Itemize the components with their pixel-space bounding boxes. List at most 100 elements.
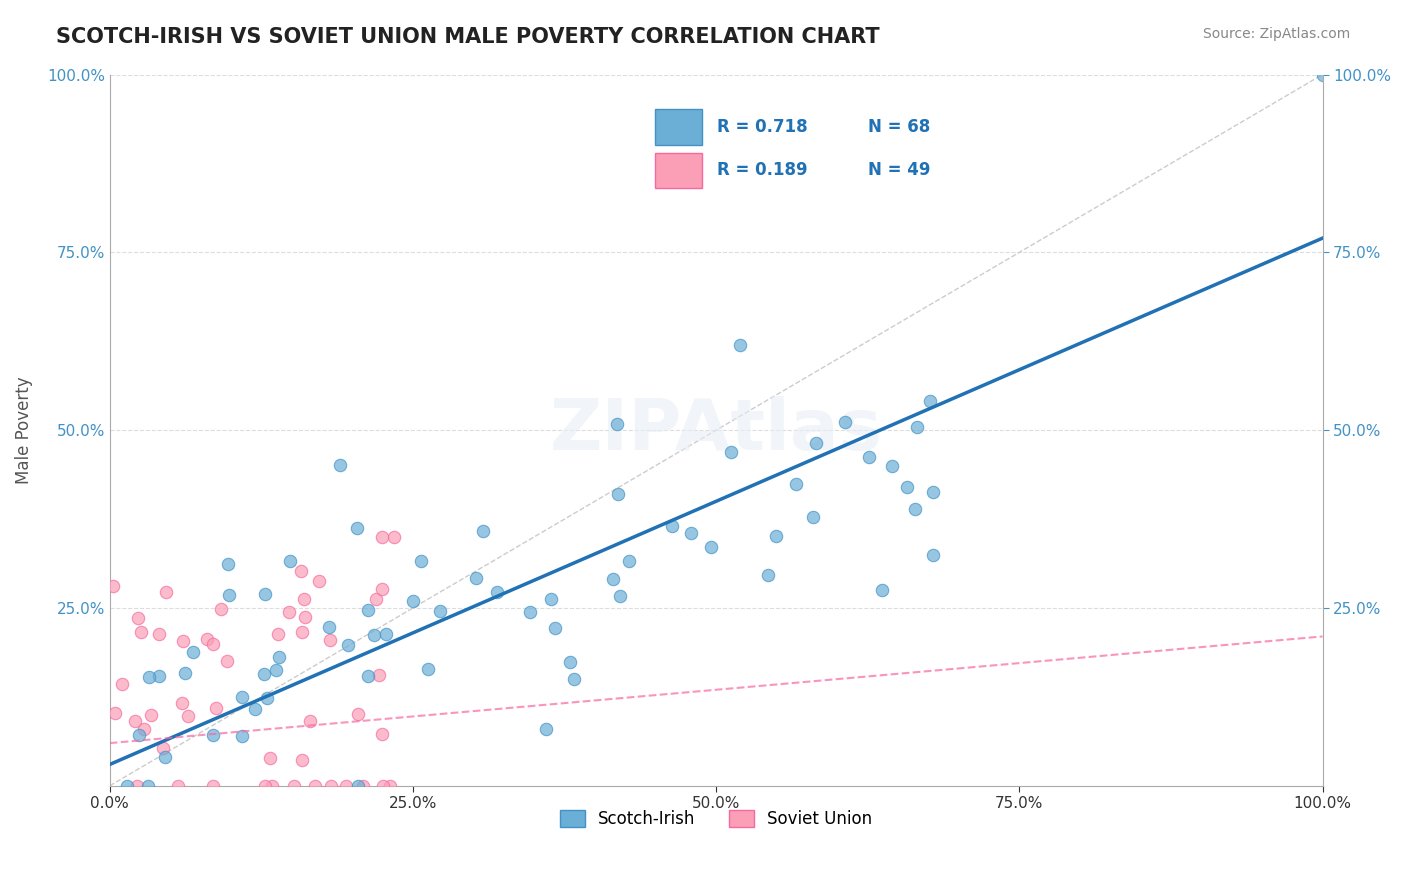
Point (124, 714, 146, 728)
Point (363, 628, 385, 642)
Point (371, 727, 394, 741)
Point (319, 632, 342, 647)
Point (231, 729, 253, 743)
Point (834, 415, 856, 429)
Point (209, 601, 232, 615)
Point (173, 666, 195, 681)
Point (904, 502, 927, 516)
Point (201, 637, 224, 651)
Point (382, 530, 405, 544)
Point (756, 568, 779, 582)
Point (152, 740, 174, 755)
Point (730, 338, 752, 352)
Point (602, 573, 624, 587)
Point (367, 668, 389, 682)
Point (562, 672, 585, 686)
Point (519, 605, 541, 619)
Point (619, 554, 641, 568)
Point (905, 420, 928, 434)
Point (401, 594, 423, 608)
Point (720, 445, 742, 459)
Point (335, 779, 357, 793)
Point (609, 589, 631, 603)
Point (472, 524, 495, 539)
Point (115, 779, 138, 793)
Point (256, 691, 278, 706)
Point (371, 530, 394, 544)
Point (679, 525, 702, 540)
Point (922, 548, 945, 562)
Point (357, 603, 380, 617)
Text: Source: ZipAtlas.com: Source: ZipAtlas.com (1202, 27, 1350, 41)
Point (294, 591, 316, 606)
Point (253, 666, 276, 681)
Point (202, 779, 225, 793)
Point (329, 458, 352, 472)
Point (375, 626, 398, 640)
Point (148, 626, 170, 640)
Point (346, 707, 368, 722)
Point (127, 611, 149, 625)
Point (218, 588, 240, 602)
Point (259, 750, 281, 764)
Point (129, 625, 152, 640)
Point (181, 645, 204, 659)
Point (294, 609, 316, 624)
Point (882, 459, 904, 474)
Point (364, 591, 387, 606)
Point (465, 571, 488, 585)
Point (290, 564, 312, 578)
Point (416, 662, 439, 676)
Point (202, 728, 225, 742)
Point (661, 519, 683, 533)
Point (896, 479, 918, 493)
Point (319, 779, 342, 793)
Point (1312, 68, 1334, 82)
Point (536, 722, 558, 736)
Point (540, 592, 562, 607)
Point (318, 620, 340, 634)
Text: ZIPAtlas: ZIPAtlas (550, 396, 883, 465)
Point (801, 510, 824, 524)
Point (409, 554, 432, 568)
Point (217, 558, 239, 572)
Y-axis label: Male Poverty: Male Poverty (15, 376, 32, 484)
Point (264, 663, 287, 677)
Point (177, 709, 200, 723)
Point (148, 668, 170, 682)
Point (700, 541, 723, 555)
Point (371, 779, 394, 793)
Point (277, 605, 299, 619)
Point (765, 529, 787, 543)
Point (153, 750, 176, 764)
Point (254, 587, 277, 601)
Point (172, 633, 194, 648)
Point (204, 700, 226, 714)
Legend: Scotch-Irish, Soviet Union: Scotch-Irish, Soviet Union (553, 803, 879, 834)
Point (269, 649, 291, 664)
Point (346, 779, 368, 793)
Point (607, 486, 630, 500)
Point (127, 779, 149, 793)
Point (291, 625, 314, 640)
Point (167, 779, 190, 793)
Point (371, 582, 394, 596)
Point (352, 779, 374, 793)
Point (870, 582, 893, 597)
Point (101, 579, 124, 593)
Point (346, 521, 368, 535)
Point (429, 604, 451, 618)
Point (283, 779, 305, 793)
Point (922, 485, 945, 500)
Point (858, 450, 880, 464)
Point (304, 779, 326, 793)
Point (138, 670, 160, 684)
Point (243, 702, 266, 716)
Point (170, 696, 193, 710)
Point (337, 639, 360, 653)
Point (111, 677, 134, 691)
Point (785, 477, 807, 491)
Point (278, 554, 301, 568)
Point (378, 779, 401, 793)
Point (291, 753, 314, 767)
